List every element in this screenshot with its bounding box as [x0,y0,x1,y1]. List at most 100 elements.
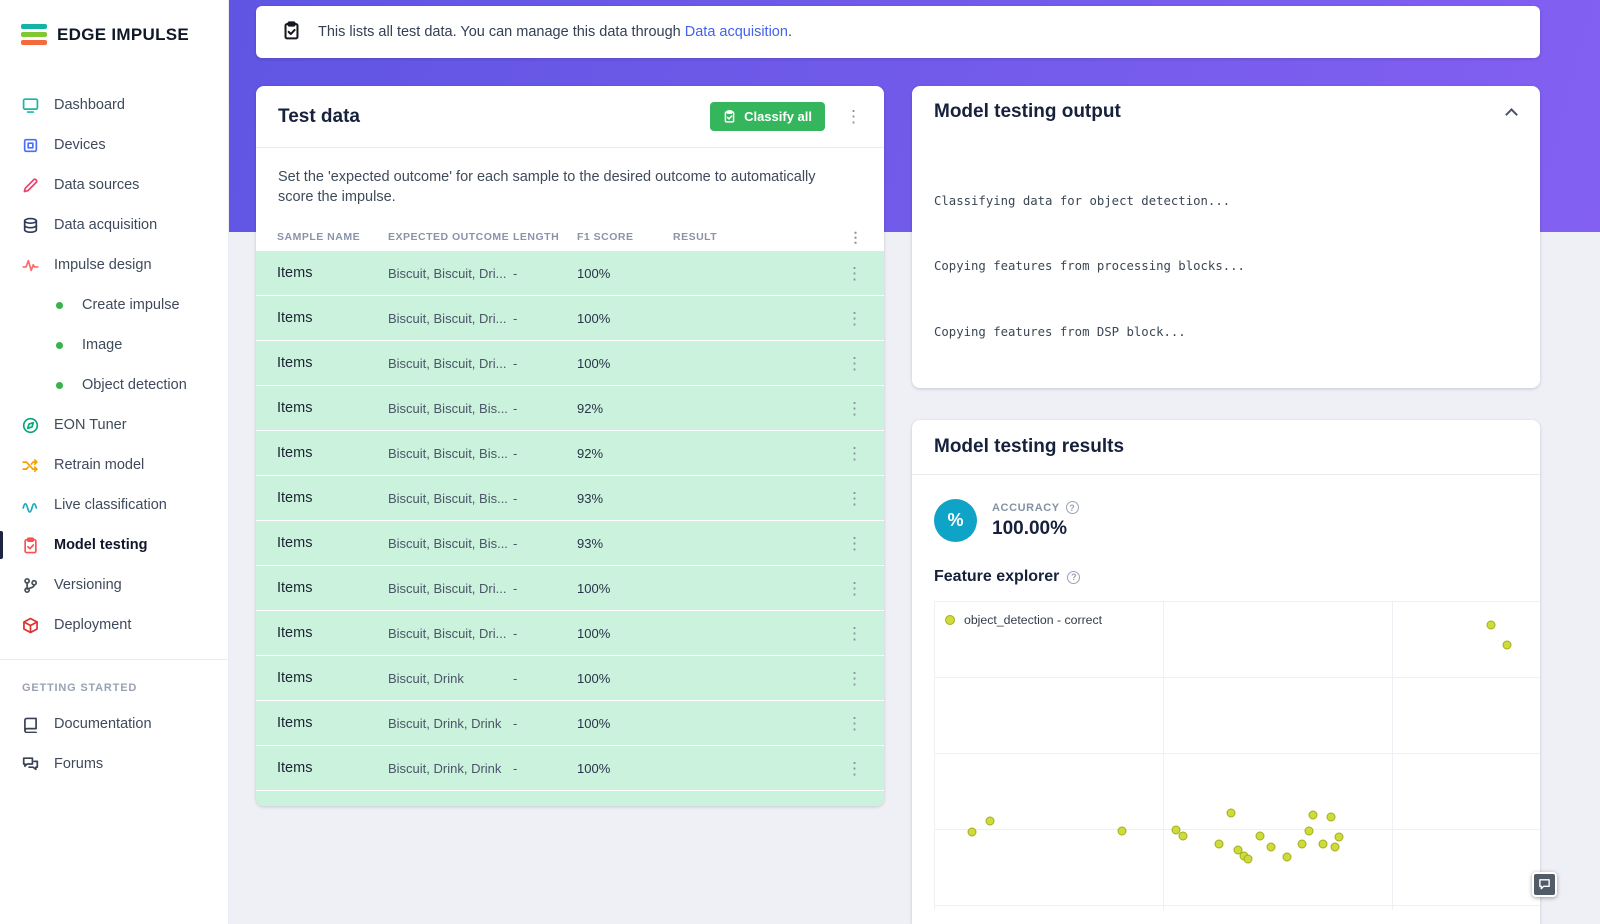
cell-expected-outcome: Biscuit, Biscuit, Bis... [388,445,508,461]
accuracy-summary: % ACCURACY ? 100.00% [934,499,1518,542]
row-kebab-icon[interactable]: ⋮ [846,263,863,283]
scatter-point[interactable] [967,827,977,837]
scatter-point[interactable] [1330,842,1340,852]
notice-text-before: This lists all test data. You can manage… [318,24,685,40]
scatter-point[interactable] [1171,825,1181,835]
chart-legend[interactable]: object_detection - correct [945,613,1102,627]
sidebar-item-create-impulse[interactable]: Create impulse [0,285,228,325]
sidebar-item-forums[interactable]: Forums [0,744,228,784]
row-kebab-icon[interactable]: ⋮ [846,398,863,418]
chat-widget-button[interactable] [1532,872,1557,897]
cell-length: - [513,670,518,686]
scatter-point[interactable] [1486,620,1496,630]
scatter-point[interactable] [985,816,995,826]
row-kebab-icon[interactable]: ⋮ [846,488,863,508]
row-kebab-icon[interactable]: ⋮ [846,668,863,688]
cell-length: - [513,715,518,731]
scatter-point[interactable] [1282,852,1292,862]
table-row[interactable]: Items Biscuit, Biscuit, Dri... - 100% ⋮ [256,791,884,806]
table-row[interactable]: Items Biscuit, Drink, Drink - 100% ⋮ [256,701,884,746]
test-data-table-body: Items Biscuit, Biscuit, Dri... - 100% ⋮ … [256,251,884,806]
logo-bar [21,32,47,37]
scatter-point[interactable] [1318,839,1328,849]
scatter-point[interactable] [1233,845,1243,855]
cell-sample-name: Items [277,715,313,731]
table-row[interactable]: Items Biscuit, Biscuit, Dri... - 100% ⋮ [256,341,884,386]
table-row[interactable]: Items Biscuit, Biscuit, Bis... - 93% ⋮ [256,521,884,566]
accuracy-text-block: ACCURACY ? 100.00% [992,501,1079,540]
table-row[interactable]: Items Biscuit, Biscuit, Dri... - 100% ⋮ [256,611,884,656]
sidebar-item-model-testing[interactable]: Model testing [0,525,228,565]
cell-expected-outcome: Biscuit, Biscuit, Dri... [388,310,507,326]
sidebar-item-eon-tuner[interactable]: EON Tuner [0,405,228,445]
scatter-point[interactable] [1226,808,1236,818]
table-row[interactable]: Items Biscuit, Biscuit, Bis... - 92% ⋮ [256,386,884,431]
cell-f1-score: 93% [577,535,604,551]
scatter-point[interactable] [1304,826,1314,836]
scatter-point[interactable] [1326,812,1336,822]
row-kebab-icon[interactable]: ⋮ [846,533,863,553]
sidebar-item-retrain-model[interactable]: Retrain model [0,445,228,485]
scatter-point[interactable] [1214,839,1224,849]
scatter-point[interactable] [1334,832,1344,842]
row-kebab-icon[interactable]: ⋮ [846,805,863,807]
sidebar-item-label: Versioning [54,577,122,593]
accuracy-label-row: ACCURACY ? [992,501,1079,514]
sidebar-item-label: Create impulse [82,297,180,313]
accuracy-help-icon[interactable]: ? [1065,501,1079,514]
feature-explorer-help-icon[interactable]: ? [1067,570,1081,584]
cell-length: - [513,310,518,326]
row-kebab-icon[interactable]: ⋮ [846,623,863,643]
sidebar-item-label: Data acquisition [54,217,158,233]
column-f1-score: F1 SCORE [577,231,634,243]
table-row[interactable]: Items Biscuit, Biscuit, Bis... - 92% ⋮ [256,431,884,476]
data-acquisition-link[interactable]: Data acquisition [684,24,788,40]
table-row[interactable]: Items Biscuit, Biscuit, Dri... - 100% ⋮ [256,296,884,341]
collapse-chevron-up-icon[interactable] [1505,108,1518,121]
cell-expected-outcome: Biscuit, Drink, Drink [388,715,502,731]
table-row[interactable]: Items Biscuit, Drink - 100% ⋮ [256,656,884,701]
sidebar-item-icon [22,756,39,773]
table-row[interactable]: Items Biscuit, Biscuit, Dri... - 100% ⋮ [256,566,884,611]
row-kebab-icon[interactable]: ⋮ [846,308,863,328]
cell-sample-name: Items [277,310,313,326]
test-data-menu-kebab-icon[interactable]: ⋮ [845,107,862,126]
scatter-point[interactable] [1502,640,1512,650]
sidebar-item-dashboard[interactable]: Dashboard [0,85,228,125]
row-kebab-icon[interactable]: ⋮ [846,578,863,598]
scatter-point[interactable] [1255,831,1265,841]
sidebar-item-object-detection[interactable]: Object detection [0,365,228,405]
classify-all-button[interactable]: Classify all [710,102,825,131]
table-header-kebab-icon[interactable]: ⋮ [848,229,863,245]
sidebar-item-live-classification[interactable]: Live classification [0,485,228,525]
sidebar-item-deployment[interactable]: Deployment [0,605,228,645]
sidebar-item-impulse-design[interactable]: Impulse design [0,245,228,285]
cell-length: - [513,490,518,506]
cell-sample-name: Items [277,490,313,506]
sidebar-item-devices[interactable]: Devices [0,125,228,165]
cell-length: - [513,625,518,641]
sidebar-item-icon [55,301,64,310]
row-kebab-icon[interactable]: ⋮ [846,713,863,733]
row-kebab-icon[interactable]: ⋮ [846,353,863,373]
sidebar-item-versioning[interactable]: Versioning [0,565,228,605]
sidebar-nav: Dashboard Devices Data sources Data acqu… [0,67,228,645]
table-row[interactable]: Items Biscuit, Biscuit, Bis... - 93% ⋮ [256,476,884,521]
scatter-point[interactable] [1117,826,1127,836]
scatter-point[interactable] [1178,831,1188,841]
sidebar-item-image[interactable]: Image [0,325,228,365]
row-kebab-icon[interactable]: ⋮ [846,758,863,778]
scatter-point[interactable] [1308,810,1318,820]
scatter-point[interactable] [1243,854,1253,864]
job-console-output: Classifying data for object detection...… [912,127,1540,383]
sidebar-item-data-sources[interactable]: Data sources [0,165,228,205]
classify-icon [723,110,736,123]
scatter-point[interactable] [1266,842,1276,852]
table-row[interactable]: Items Biscuit, Drink, Drink - 100% ⋮ [256,746,884,791]
edge-impulse-logo[interactable]: EDGE IMPULSE [0,0,228,67]
sidebar-item-data-acquisition[interactable]: Data acquisition [0,205,228,245]
scatter-point[interactable] [1297,839,1307,849]
row-kebab-icon[interactable]: ⋮ [846,443,863,463]
table-row[interactable]: Items Biscuit, Biscuit, Dri... - 100% ⋮ [256,251,884,296]
sidebar-item-documentation[interactable]: Documentation [0,704,228,744]
